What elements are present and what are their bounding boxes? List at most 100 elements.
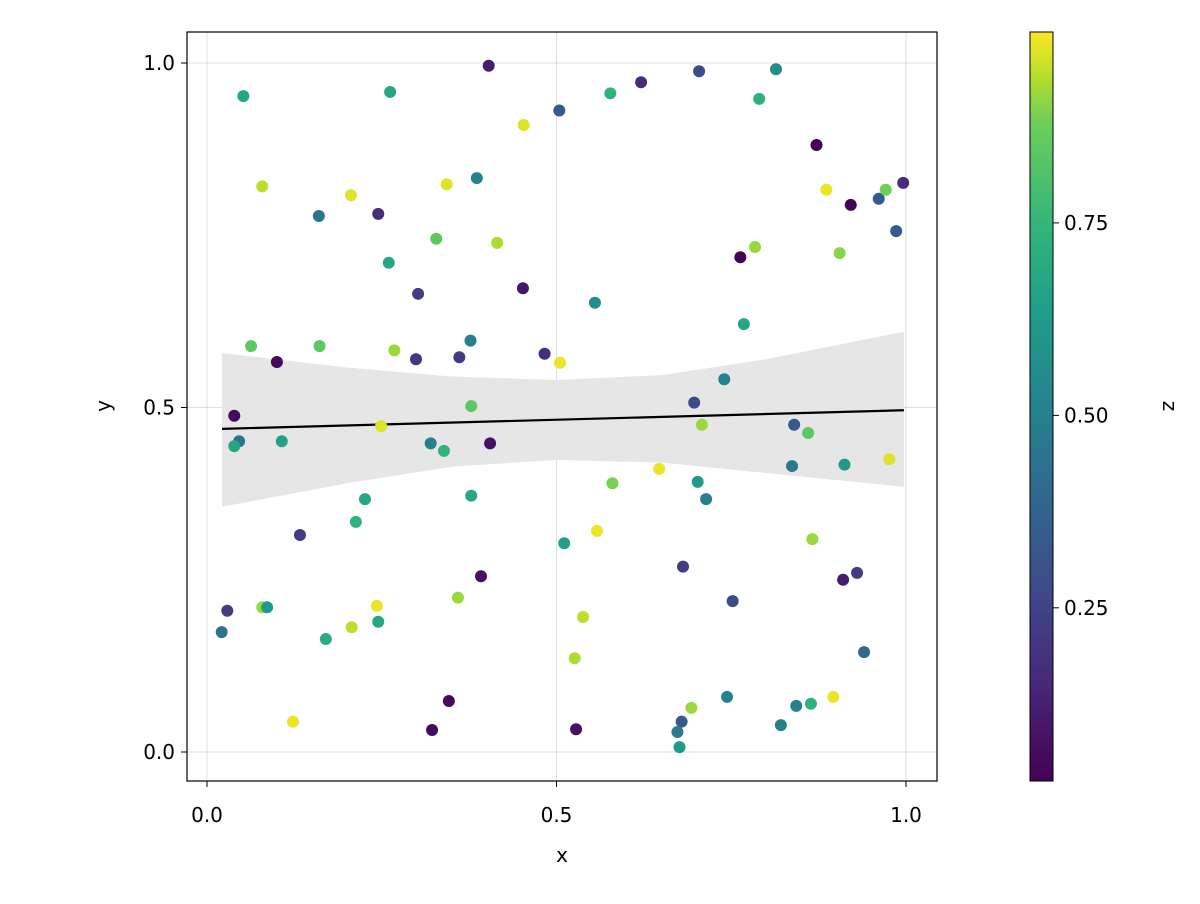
- scatter-point: [591, 524, 604, 537]
- scatter-point: [635, 76, 648, 89]
- scatter-point: [858, 646, 871, 659]
- scatter-point: [737, 318, 750, 331]
- scatter-point: [221, 604, 234, 617]
- scatter-point: [844, 198, 857, 211]
- scatter-point: [491, 236, 504, 249]
- scatter-point: [688, 396, 701, 409]
- scatter-point: [482, 59, 495, 72]
- scatter-point: [370, 599, 383, 612]
- scatter-point: [464, 334, 477, 347]
- scatter-point: [673, 741, 686, 754]
- scatter-point: [806, 533, 819, 546]
- scatter-point: [558, 537, 571, 550]
- scatter-point: [286, 715, 299, 728]
- colorbar-tick-label: 0.75: [1064, 211, 1109, 235]
- x-axis-ticks: 0.0 0.5 1.0: [191, 781, 922, 827]
- scatter-point: [685, 701, 698, 714]
- scatter-point: [606, 477, 619, 490]
- scatter-point: [838, 458, 851, 471]
- scatter-point: [675, 715, 688, 728]
- scatter-point: [319, 633, 332, 646]
- scatter-point: [215, 626, 228, 639]
- scatter-point: [470, 172, 483, 185]
- scatter-point: [275, 435, 288, 448]
- colorbar-label: z: [1158, 401, 1182, 412]
- scatter-point: [553, 356, 566, 369]
- scatter-point: [442, 695, 455, 708]
- scatter-point: [358, 493, 371, 506]
- y-axis-ticks: 0.0 0.5 1.0: [143, 51, 187, 764]
- scatter-point: [228, 409, 241, 422]
- scatter-point: [384, 85, 397, 98]
- scatter-point: [517, 119, 530, 132]
- scatter-point: [453, 351, 466, 364]
- scatter-point: [691, 475, 704, 488]
- scatter-point: [538, 347, 551, 360]
- scatter-point: [653, 462, 666, 475]
- scatter-point: [588, 296, 601, 309]
- scatter-point: [270, 356, 283, 369]
- scatter-point: [440, 178, 453, 191]
- scatter-point: [430, 232, 443, 245]
- scatter-point: [700, 493, 713, 506]
- x-tick-label: 0.0: [191, 803, 223, 827]
- scatter-point: [426, 723, 439, 736]
- scatter-point: [851, 566, 864, 579]
- scatter-point: [313, 340, 326, 353]
- scatter-point: [671, 726, 684, 739]
- y-tick-label: 0.0: [143, 740, 175, 764]
- scatter-point: [879, 183, 892, 196]
- plot-frame: [186, 31, 938, 782]
- scatter-point: [788, 418, 801, 431]
- x-tick-label: 1.0: [890, 803, 922, 827]
- scatter-point: [475, 570, 488, 583]
- scatter-point: [256, 180, 269, 193]
- colorbar: [1029, 31, 1054, 782]
- scatter-point: [570, 723, 583, 736]
- scatter-point: [734, 251, 747, 264]
- scatter-point: [293, 528, 306, 541]
- scatter-point: [553, 104, 566, 117]
- scatter-point: [410, 353, 423, 366]
- scatter-point: [349, 515, 362, 528]
- scatter-point: [677, 560, 690, 573]
- scatter-point: [883, 453, 896, 466]
- scatter-point: [827, 690, 840, 703]
- scatter-point: [872, 192, 885, 205]
- scatter-point: [412, 287, 425, 300]
- scatter-point: [437, 444, 450, 457]
- scatter-point: [345, 621, 358, 634]
- y-axis-label: y: [91, 400, 115, 412]
- scatter-point: [516, 282, 529, 295]
- scatter-point: [810, 138, 823, 151]
- scatter-point: [774, 719, 787, 732]
- scatter-point: [382, 256, 395, 269]
- scatter-point: [804, 697, 817, 710]
- scatter-point: [261, 601, 274, 614]
- scatter-point: [372, 207, 385, 220]
- colorbar-ticks: 0.25 0.50 0.75: [1053, 211, 1109, 620]
- scatter-point: [312, 209, 325, 222]
- scatter-point: [375, 420, 388, 433]
- scatter-point: [786, 460, 799, 473]
- scatter-point: [749, 240, 762, 253]
- scatter-point: [465, 489, 478, 502]
- y-tick-label: 0.5: [143, 396, 175, 420]
- scatter-point: [753, 92, 766, 105]
- scatter-point: [718, 373, 731, 386]
- x-axis-label: x: [556, 843, 568, 867]
- scatter-point: [897, 176, 910, 189]
- scatter-point: [568, 652, 581, 665]
- scatter-point: [604, 87, 617, 100]
- scatter-point: [833, 247, 846, 260]
- scatter-point: [790, 699, 803, 712]
- regression-line: [221, 409, 904, 430]
- colorbar-tick-label: 0.50: [1064, 403, 1109, 427]
- scatter-point: [837, 573, 850, 586]
- scatter-point: [695, 418, 708, 431]
- scatter-point: [372, 615, 385, 628]
- scatter-point: [424, 437, 437, 450]
- scatter-point: [388, 344, 401, 357]
- scatter-point: [890, 225, 903, 238]
